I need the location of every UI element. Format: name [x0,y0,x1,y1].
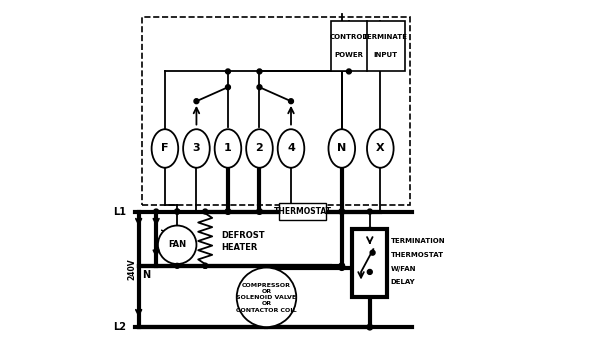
Ellipse shape [329,129,355,168]
Bar [331,21,405,71]
Ellipse shape [183,129,210,168]
Circle shape [368,269,372,274]
Text: CONTACTOR COIL: CONTACTOR COIL [236,308,297,313]
Circle shape [370,250,375,255]
Circle shape [203,263,208,268]
Circle shape [226,85,230,90]
Circle shape [368,209,372,214]
Circle shape [289,99,293,104]
Text: TERMINATION: TERMINATION [391,238,445,244]
Circle shape [346,69,352,74]
Text: THERMOSTAT: THERMOSTAT [273,207,332,216]
Circle shape [257,209,262,214]
Text: F: F [161,143,168,154]
Bar [279,203,326,220]
Text: SOLENOID VALVE: SOLENOID VALVE [236,295,296,300]
Ellipse shape [214,129,241,168]
Text: 240V: 240V [127,258,136,280]
Text: N: N [142,270,150,280]
Text: L2: L2 [114,322,127,332]
Circle shape [339,263,345,269]
Text: INPUT: INPUT [373,52,398,58]
Text: 1: 1 [224,143,232,154]
Circle shape [158,226,197,264]
Circle shape [203,263,208,268]
Text: W/FAN: W/FAN [391,266,416,272]
Text: POWER: POWER [335,52,363,58]
Text: N: N [337,143,346,154]
Text: TERMINATE: TERMINATE [363,34,408,40]
Text: DEFROST: DEFROST [221,231,264,240]
Circle shape [367,324,373,330]
Circle shape [203,209,208,214]
Text: 3: 3 [193,143,200,154]
Circle shape [226,69,230,74]
Circle shape [154,209,158,214]
Circle shape [194,99,199,104]
Text: DELAY: DELAY [391,279,415,285]
Text: 4: 4 [287,143,295,154]
Text: 120V: 120V [161,228,170,250]
Ellipse shape [367,129,393,168]
Ellipse shape [246,129,273,168]
Circle shape [339,265,345,270]
Text: FAN: FAN [168,240,186,249]
Text: L1: L1 [114,207,127,216]
Bar [142,17,410,204]
Bar [352,229,388,297]
Circle shape [175,209,180,214]
Text: THERMOSTAT: THERMOSTAT [391,252,444,258]
Ellipse shape [277,129,305,168]
Circle shape [175,209,180,214]
Text: HEATER: HEATER [221,243,257,252]
Text: OR: OR [262,301,272,306]
Text: 2: 2 [256,143,263,154]
Circle shape [339,209,345,214]
Ellipse shape [151,129,178,168]
Text: COMPRESSOR: COMPRESSOR [242,282,291,288]
Circle shape [257,69,262,74]
Text: OR: OR [262,289,272,294]
Text: X: X [376,143,385,154]
Circle shape [257,85,262,90]
Circle shape [225,209,231,214]
Circle shape [237,268,296,327]
Text: CONTROL: CONTROL [330,34,368,40]
Circle shape [175,263,180,268]
